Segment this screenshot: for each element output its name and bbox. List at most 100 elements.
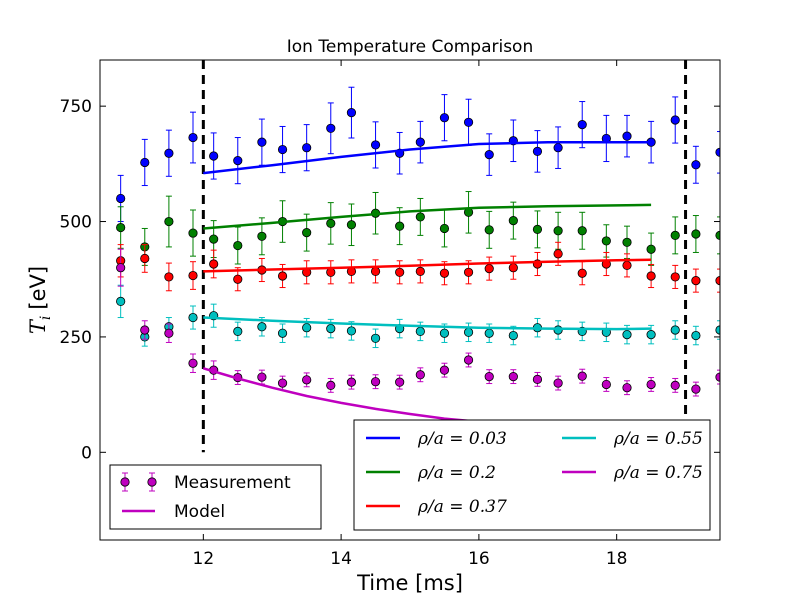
measurement-point (577, 268, 587, 278)
measurement-point (370, 140, 381, 150)
measurement-point (484, 264, 494, 274)
measurement-point (439, 365, 450, 375)
measurement-point (553, 378, 563, 388)
measurement-point (670, 230, 680, 240)
measurement-point (233, 240, 243, 251)
measurement-point (646, 330, 656, 340)
measurement-point (326, 218, 336, 228)
y-axis-title: Ti [eV] (26, 266, 54, 334)
measurement-point (395, 377, 405, 387)
y-axis-title-subscript: i (38, 316, 54, 320)
measurement-point (553, 249, 563, 259)
measurement-point (646, 244, 656, 254)
measurement-point (233, 326, 243, 336)
measurement-point (484, 225, 494, 235)
measurement-point (622, 383, 632, 393)
measurement-point (346, 377, 357, 387)
y-tick-label: 250 (60, 328, 92, 348)
measurement-point (670, 380, 680, 390)
measurement-point (439, 268, 450, 278)
measurement-point (209, 259, 219, 269)
measurement-point (116, 263, 126, 273)
measurement-point (326, 324, 336, 334)
legend-label: Model (174, 502, 225, 522)
series-1-model-line (203, 203, 652, 230)
measurement-point (370, 333, 381, 343)
measurement-point (463, 117, 474, 127)
measurement-point (164, 148, 174, 158)
legend-box (109, 464, 322, 530)
measurement-point (553, 143, 563, 153)
measurement-point (508, 263, 518, 273)
measurement-point (395, 267, 405, 277)
measurement-point (326, 123, 336, 133)
measurement-point (188, 358, 198, 368)
measurement-point (233, 156, 243, 166)
measurement-point (508, 330, 518, 341)
series-4-measurements (116, 248, 720, 397)
measurement-point (326, 380, 336, 390)
measurement-point (164, 216, 174, 227)
measurement-point (346, 326, 357, 336)
measurement-point (346, 108, 357, 118)
measurement-point (370, 266, 381, 276)
svg-text:Ti[eV]: Ti [eV] (26, 266, 54, 334)
measurement-point (257, 231, 267, 241)
measurement-point (415, 266, 425, 276)
measurement-point (277, 378, 288, 388)
measurement-point (277, 144, 288, 155)
y-axis-title-symbol: T (26, 318, 50, 334)
measurement-point (622, 131, 632, 141)
measurement-point (508, 372, 518, 382)
legend-label: ρ/a = 0.2 (417, 463, 496, 483)
measurement-point (622, 237, 632, 247)
measurement-point (164, 328, 174, 338)
measurement-point (257, 372, 267, 382)
measurement-point (532, 224, 543, 234)
measurement-point (577, 120, 587, 130)
measurement-point (439, 328, 450, 338)
measurement-point (484, 150, 494, 160)
measurement-point (601, 236, 611, 246)
measurement-point (302, 228, 312, 238)
measurement-point (233, 274, 243, 284)
measurement-point (508, 216, 518, 226)
measurement-point (691, 330, 701, 341)
measurement-point (484, 328, 494, 338)
measurement-point (415, 370, 425, 380)
legend-box (353, 419, 711, 531)
measurement-point (164, 272, 174, 282)
measurement-point (532, 146, 543, 156)
measurement-point (553, 226, 563, 236)
measurement-point (188, 228, 198, 238)
measurement-point (532, 374, 543, 384)
series-3-model-line (203, 316, 652, 331)
measurement-point (415, 326, 425, 336)
x-tick-label: 14 (330, 549, 352, 569)
legend-label: ρ/a = 0.75 (613, 463, 703, 483)
legend-marker (147, 477, 157, 487)
measurement-point (415, 137, 425, 147)
measurement-point (691, 276, 701, 286)
measurement-point (463, 355, 474, 365)
measurement-point (140, 157, 150, 168)
measurement-point (188, 270, 198, 281)
legend-label: Measurement (174, 473, 291, 493)
measurement-point (302, 323, 312, 333)
legend-marker (120, 477, 130, 487)
measurement-point (257, 137, 267, 147)
measurement-point (415, 212, 425, 222)
plot-frame (99, 59, 721, 541)
measurement-point (670, 325, 680, 335)
measurement-point (691, 160, 701, 170)
x-tick-label: 18 (606, 549, 628, 569)
series-1-measurements (116, 191, 720, 266)
measurement-point (140, 325, 150, 335)
measurement-point (463, 327, 474, 337)
measurement-point (302, 375, 312, 385)
measurement-point (646, 379, 656, 390)
measurement-point (439, 223, 450, 234)
measurement-point (463, 267, 474, 277)
axis-ticks: 12 14 16 18 0 250 500 750 (60, 60, 720, 569)
x-tick-label: 12 (193, 549, 215, 569)
